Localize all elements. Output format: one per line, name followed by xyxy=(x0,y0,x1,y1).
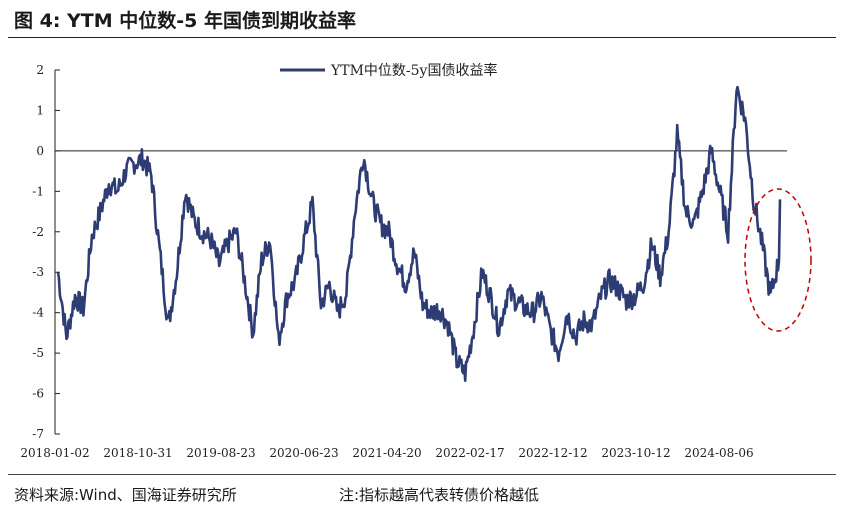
title-divider xyxy=(8,37,836,38)
footer: 资料来源:Wind、国海证券研究所 注:指标越高代表转债价格越低 xyxy=(14,484,539,505)
highlight-layer xyxy=(744,188,812,332)
y-tick-label: -7 xyxy=(32,427,44,441)
y-tick-label: 1 xyxy=(36,103,44,117)
y-tick-label: -4 xyxy=(32,306,44,320)
legend-label: YTM中位数-5y国债收益率 xyxy=(330,62,497,79)
y-tick-label: -1 xyxy=(32,184,44,198)
series-layer xyxy=(56,85,782,383)
x-tick-label: 2022-12-12 xyxy=(518,446,587,460)
legend: YTM中位数-5y国债收益率 xyxy=(280,62,497,79)
x-tick-label: 2024-08-06 xyxy=(684,446,753,460)
x-tick-label: 2020-06-23 xyxy=(269,446,338,460)
highlight-ellipse xyxy=(744,188,812,332)
y-tick-label: 2 xyxy=(36,63,44,77)
chart-title: 图 4: YTM 中位数-5 年国债到期收益率 xyxy=(14,10,357,32)
y-axis-ticks: 2 1 0 -1 -2 -3 -4 -5 -6 -7 xyxy=(32,63,60,441)
footer-divider xyxy=(8,474,836,475)
x-tick-label: 2018-10-31 xyxy=(103,446,172,460)
axes xyxy=(54,70,787,434)
line-chart: 210-1-2-3-4-5-6-7 2018-01-02 2018-10-31 20… xyxy=(20,62,812,460)
x-axis-ticks: 2018-01-02 2018-10-31 2019-08-23 2020-06-23… xyxy=(20,446,753,460)
x-tick-label: 2022-02-17 xyxy=(435,446,504,460)
note-text: 注:指标越高代表转债价格越低 xyxy=(339,486,540,504)
x-tick-label: 2018-01-02 xyxy=(20,446,89,460)
y-tick-label: -5 xyxy=(32,346,44,360)
series-line xyxy=(56,85,782,383)
x-tick-label: 2023-10-12 xyxy=(601,446,670,460)
y-tick-label: -3 xyxy=(32,265,44,279)
y-tick-label: 0 xyxy=(36,144,44,158)
x-tick-label: 2019-08-23 xyxy=(186,446,255,460)
source-text: 资料来源:Wind、国海证券研究所 xyxy=(14,486,237,504)
x-tick-label: 2021-04-20 xyxy=(352,446,421,460)
y-tick-label: -2 xyxy=(32,225,44,239)
y-tick-label: -6 xyxy=(32,387,44,401)
